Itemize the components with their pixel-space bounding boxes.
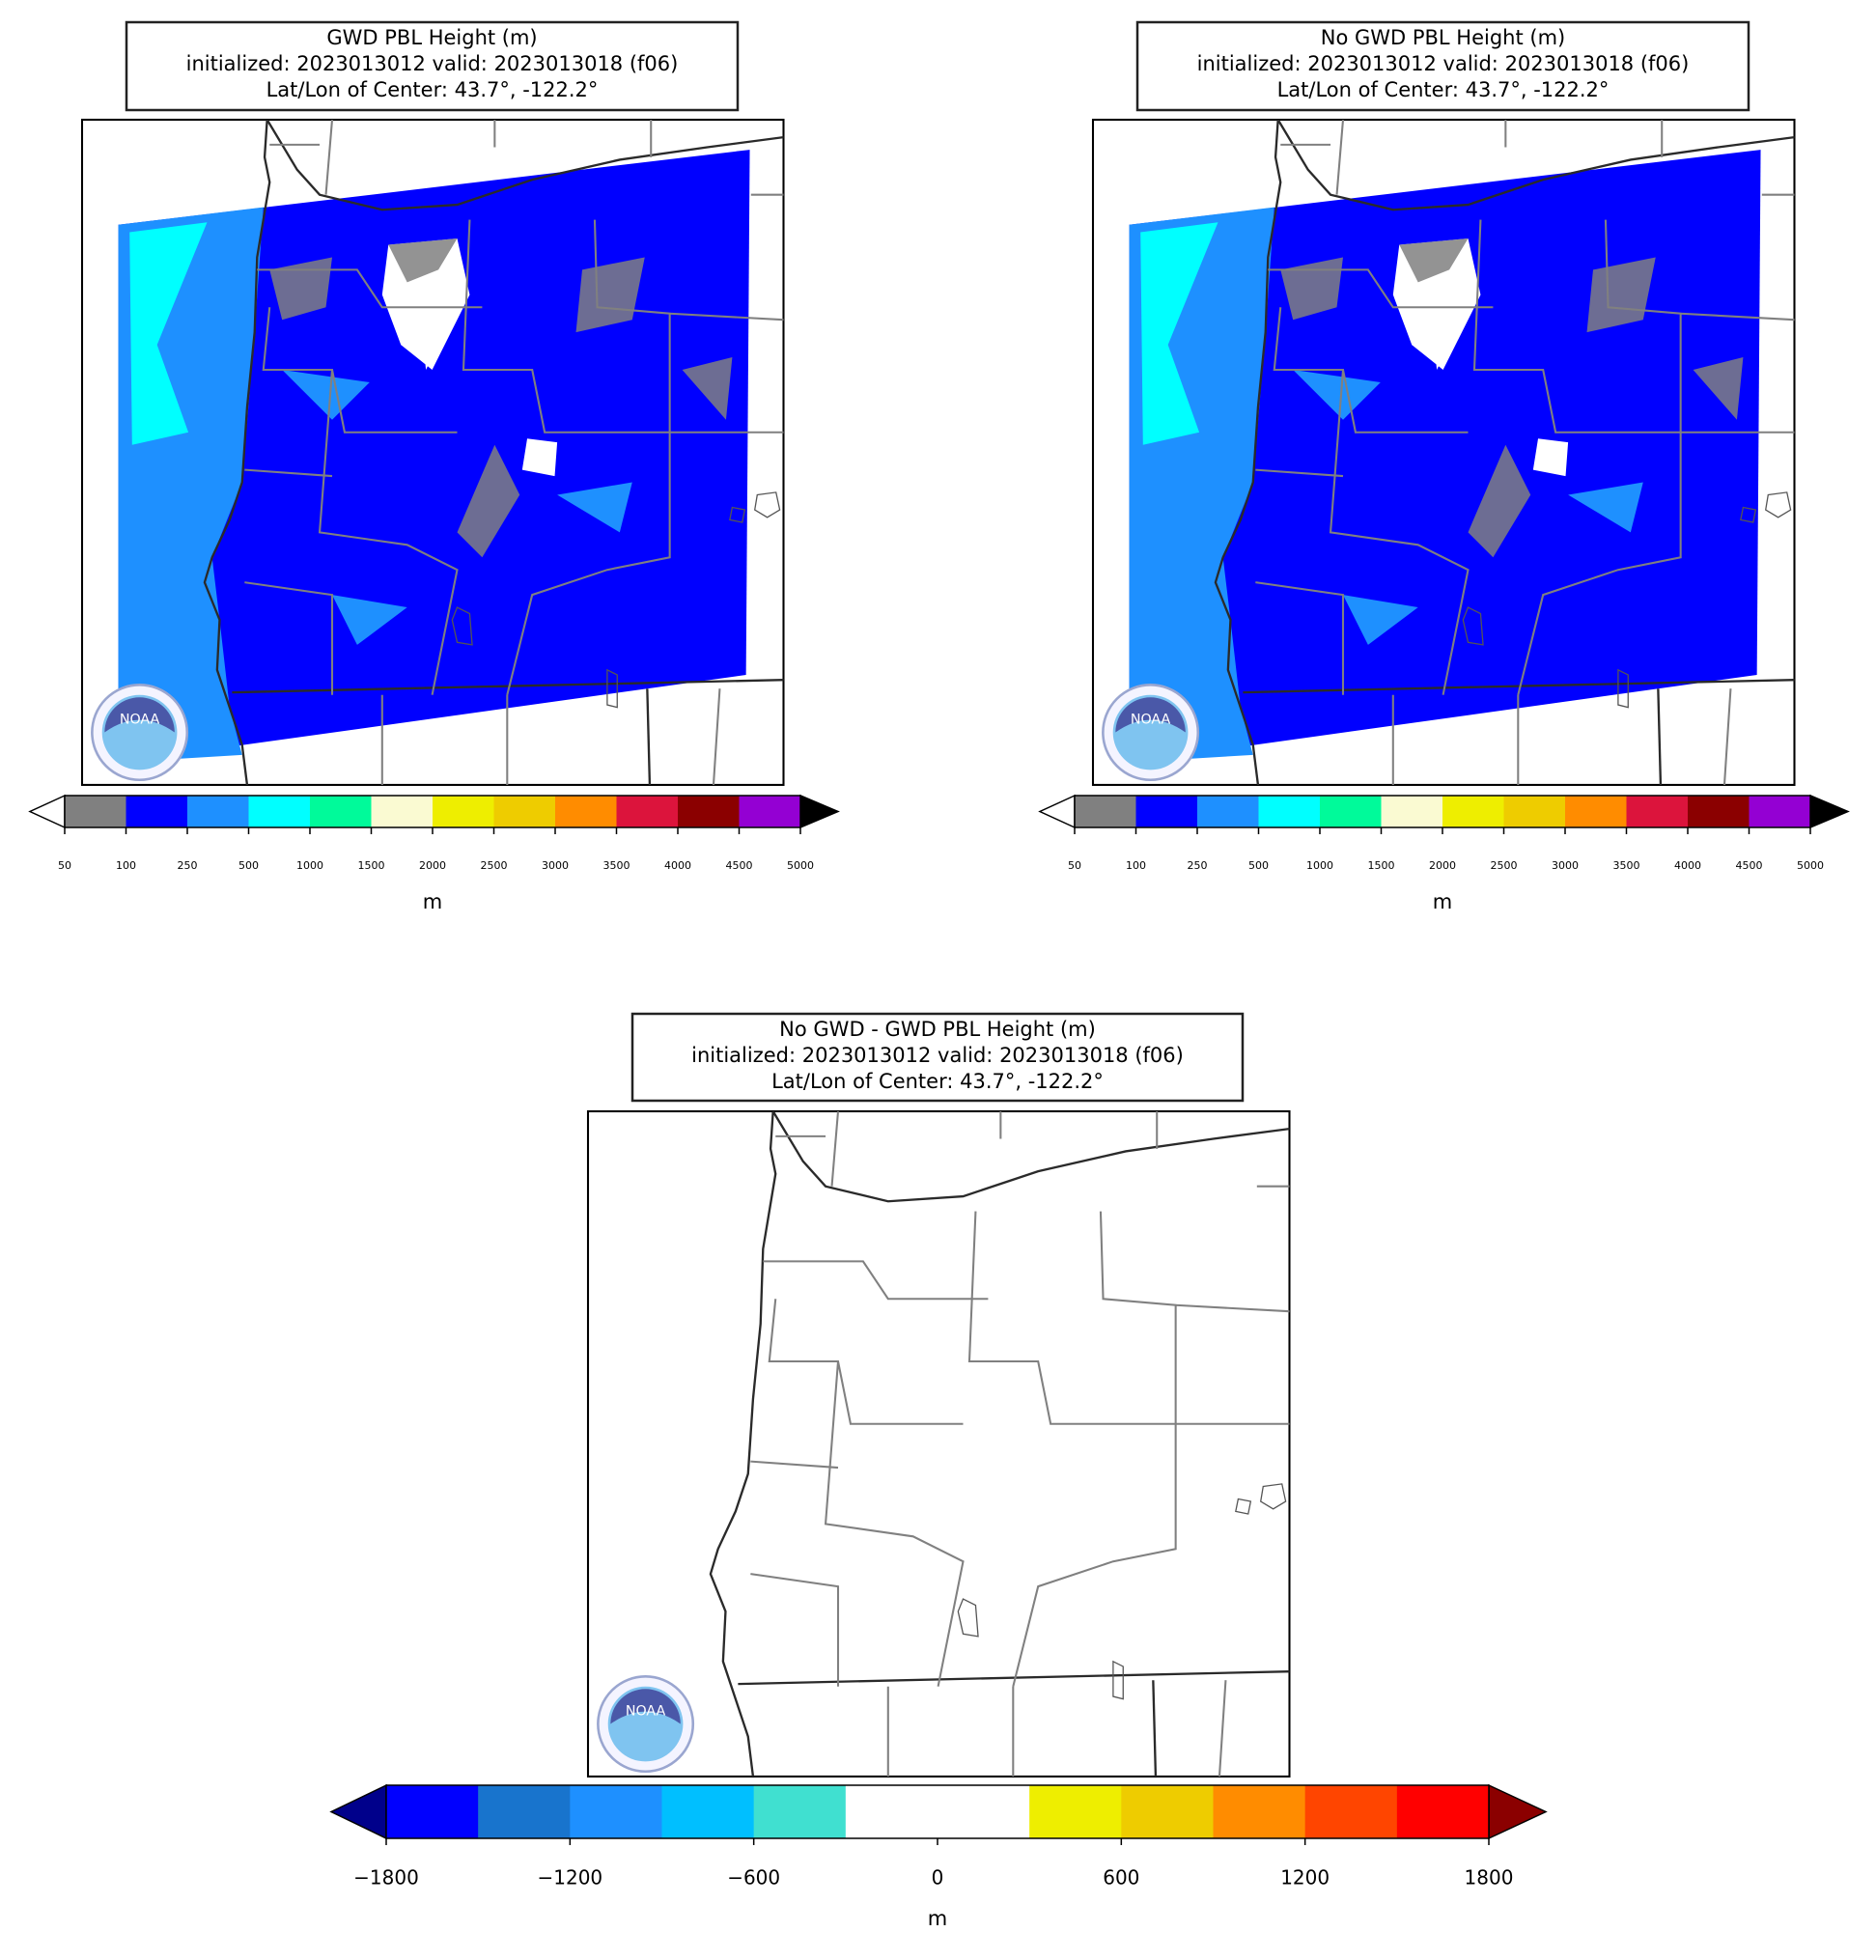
colorbar-segment — [1396, 1785, 1490, 1838]
colorbar-segment — [616, 796, 679, 827]
colorbar-segment — [1626, 796, 1689, 827]
colorbar-tick-label: 500 — [238, 859, 259, 872]
colorbar-tick-label: 4000 — [1674, 859, 1701, 872]
colorbar-segment — [1442, 796, 1504, 827]
colorbar-tick-label: 5000 — [1797, 859, 1824, 872]
title-line: initialized: 2023013012 valid: 202301301… — [1197, 52, 1690, 75]
title-line: initialized: 2023013012 valid: 202301301… — [186, 52, 679, 75]
colorbar-segment — [310, 796, 372, 827]
colorbar-tick-label: 50 — [58, 859, 71, 872]
colorbar-tick-label: 3000 — [1552, 859, 1579, 872]
colorbar-segment — [371, 796, 434, 827]
colorbar-tick-label: 3500 — [1613, 859, 1640, 872]
colorbar-segment — [1565, 796, 1627, 827]
colorbar-segment — [938, 1785, 1030, 1838]
colorbar-tick-label: 1800 — [1465, 1866, 1514, 1890]
colorbar-segment — [433, 796, 494, 827]
colorbar-segment — [1258, 796, 1321, 827]
colorbar-tick-label: 4500 — [726, 859, 753, 872]
colorbar-segment — [570, 1785, 662, 1838]
title-box — [630, 1012, 1245, 1103]
colorbar-segment — [126, 796, 188, 827]
colorbar-tick-label: 3000 — [542, 859, 569, 872]
colorbar-segment — [678, 796, 740, 827]
colorbar-tick-label: 3500 — [603, 859, 630, 872]
colorbar-label: m — [928, 1907, 947, 1930]
colorbar-tick-label: 2500 — [481, 859, 508, 872]
colorbar-tick-label: 2000 — [1429, 859, 1456, 872]
colorbar-tick-label: 250 — [1188, 859, 1208, 872]
title-line: initialized: 2023013012 valid: 202301301… — [691, 1044, 1184, 1067]
colorbar-segment — [1213, 1785, 1306, 1838]
colorbar-segment — [1029, 1785, 1122, 1838]
colorbar-segment — [739, 796, 801, 827]
colorbar-segment — [478, 1785, 571, 1838]
title-line: GWD PBL Height (m) — [326, 26, 537, 49]
colorbar-segment — [493, 796, 556, 827]
title-line: No GWD - GWD PBL Height (m) — [779, 1018, 1096, 1041]
colorbar-tick-label: −1200 — [538, 1866, 603, 1890]
colorbar-segment — [386, 1785, 479, 1838]
colorbar-tick-label: 0 — [932, 1866, 944, 1890]
colorbar-tick-label: 2500 — [1491, 859, 1518, 872]
title-line: Lat/Lon of Center: 43.7°, -122.2° — [771, 1070, 1104, 1093]
colorbar-segment — [555, 796, 617, 827]
colorbar-segment — [1688, 796, 1750, 827]
colorbar-tick-label: 100 — [116, 859, 136, 872]
colorbar-label: m — [423, 890, 442, 913]
colorbar-label: m — [1433, 890, 1452, 913]
colorbar-over — [1809, 794, 1850, 829]
colorbar-under — [1038, 794, 1076, 829]
colorbar-segment — [845, 1785, 938, 1838]
colorbar-tick-label: 5000 — [787, 859, 814, 872]
maps — [80, 120, 1794, 1777]
title-box — [125, 20, 740, 112]
colorbar-tick-label: 1200 — [1280, 1866, 1330, 1890]
map-no-gwd — [1091, 120, 1794, 785]
colorbar-tick-label: 2000 — [419, 859, 446, 872]
colorbar-segment — [661, 1785, 755, 1838]
colorbar-segment — [1197, 796, 1259, 827]
colorbar-tick-label: 4000 — [664, 859, 691, 872]
colorbar-tick-label: 1500 — [1368, 859, 1395, 872]
map-difference — [586, 1111, 1289, 1777]
colorbar-segment — [65, 796, 126, 827]
colorbar-under — [329, 1783, 387, 1840]
colorbar-segment — [753, 1785, 847, 1838]
colorbar-tick-label: 100 — [1126, 859, 1146, 872]
colorbar-tick-label: 600 — [1103, 1866, 1139, 1890]
colorbar-over — [1488, 1783, 1548, 1840]
colorbar-tick-label: 500 — [1248, 859, 1269, 872]
colorbar-segment — [1304, 1785, 1398, 1838]
colorbar-over — [799, 794, 840, 829]
colorbar-segment — [1121, 1785, 1214, 1838]
colorbar-tick-label: 1000 — [1306, 859, 1333, 872]
colorbar-segment — [187, 796, 249, 827]
colorbar-tick-label: 50 — [1068, 859, 1081, 872]
colorbar-tick-label: 1000 — [296, 859, 323, 872]
map-gwd — [80, 120, 783, 785]
colorbar-tick-label: 4500 — [1736, 859, 1763, 872]
colorbar-segment — [1381, 796, 1443, 827]
colorbar-segment — [1503, 796, 1566, 827]
colorbar-tick-label: −1800 — [353, 1866, 419, 1890]
title-line: Lat/Lon of Center: 43.7°, -122.2° — [1277, 78, 1610, 101]
colorbar-tick-label: 250 — [178, 859, 198, 872]
colorbar-segment — [1135, 796, 1198, 827]
colorbar-tick-label: −600 — [727, 1866, 780, 1890]
title-line: No GWD PBL Height (m) — [1321, 26, 1566, 49]
colorbar-tick-label: 1500 — [358, 859, 385, 872]
title-box — [1135, 20, 1750, 112]
colorbar-segment — [1320, 796, 1382, 827]
title-line: Lat/Lon of Center: 43.7°, -122.2° — [266, 78, 599, 101]
colorbar-segment — [1075, 796, 1136, 827]
colorbar-segment — [248, 796, 311, 827]
colorbar-under — [28, 794, 66, 829]
colorbar-segment — [1749, 796, 1811, 827]
